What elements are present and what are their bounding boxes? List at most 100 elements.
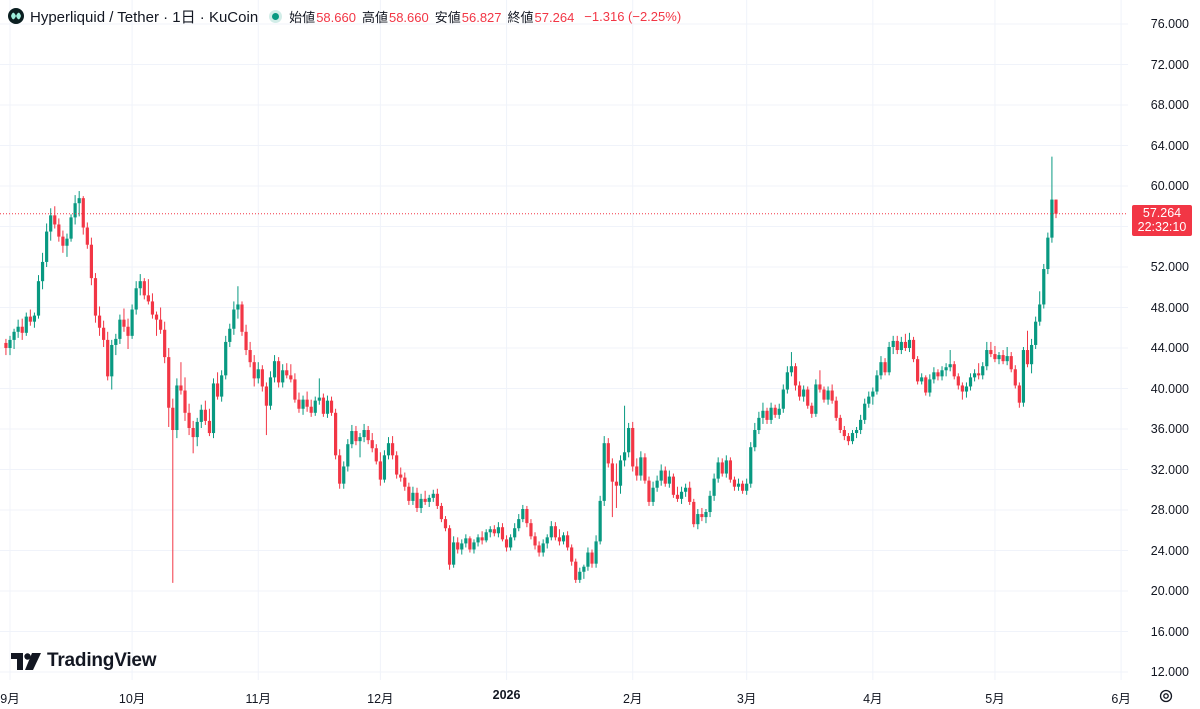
candle[interactable] xyxy=(635,458,639,481)
candle[interactable] xyxy=(171,398,175,583)
candle[interactable] xyxy=(268,371,273,410)
candle[interactable] xyxy=(492,525,496,537)
candle[interactable] xyxy=(728,457,732,483)
candle[interactable] xyxy=(69,214,73,242)
candle[interactable] xyxy=(317,378,321,405)
candle[interactable] xyxy=(211,378,216,439)
candle[interactable] xyxy=(110,339,114,390)
candle[interactable] xyxy=(175,378,179,439)
candle[interactable] xyxy=(513,523,517,541)
candle[interactable] xyxy=(85,222,89,249)
candle[interactable] xyxy=(240,301,244,336)
candle[interactable] xyxy=(224,335,228,380)
candle[interactable] xyxy=(407,482,411,505)
candle[interactable] xyxy=(854,426,859,439)
candle[interactable] xyxy=(36,275,41,319)
candle[interactable] xyxy=(154,311,159,336)
candle[interactable] xyxy=(452,536,456,568)
tradingview-logo[interactable]: TradingView xyxy=(11,650,157,672)
candle[interactable] xyxy=(802,385,806,402)
candle[interactable] xyxy=(769,402,773,424)
candle[interactable] xyxy=(390,436,395,460)
candle[interactable] xyxy=(846,433,851,446)
candle[interactable] xyxy=(260,365,264,392)
candle[interactable] xyxy=(977,363,981,380)
candle[interactable] xyxy=(167,348,171,427)
candle[interactable] xyxy=(334,408,338,460)
candle[interactable] xyxy=(964,382,969,398)
candle[interactable] xyxy=(203,400,207,425)
candle[interactable] xyxy=(891,335,895,355)
candle[interactable] xyxy=(968,373,973,391)
candle[interactable] xyxy=(553,522,557,541)
candle[interactable] xyxy=(659,464,663,486)
candle[interactable] xyxy=(993,345,997,363)
candle[interactable] xyxy=(325,395,330,418)
candle[interactable] xyxy=(195,417,199,447)
candle[interactable] xyxy=(150,293,155,319)
candle[interactable] xyxy=(484,529,488,543)
candle[interactable] xyxy=(277,357,281,388)
candle[interactable] xyxy=(586,547,590,571)
candle[interactable] xyxy=(236,286,240,319)
candle[interactable] xyxy=(1050,156,1054,243)
candle[interactable] xyxy=(427,494,431,507)
candle[interactable] xyxy=(830,384,834,404)
candle[interactable] xyxy=(346,439,350,472)
candle[interactable] xyxy=(598,495,602,545)
candle[interactable] xyxy=(4,338,8,356)
candle[interactable] xyxy=(720,458,724,477)
candle[interactable] xyxy=(627,422,631,458)
candle[interactable] xyxy=(403,472,407,491)
candle[interactable] xyxy=(313,396,317,416)
candle[interactable] xyxy=(785,366,789,394)
candle[interactable] xyxy=(1054,199,1058,219)
candle[interactable] xyxy=(806,386,810,409)
candle[interactable] xyxy=(358,433,362,458)
candle[interactable] xyxy=(753,422,757,452)
candle[interactable] xyxy=(517,514,521,532)
candle[interactable] xyxy=(1046,232,1050,275)
candle[interactable] xyxy=(647,476,651,506)
candle[interactable] xyxy=(761,402,765,424)
candle[interactable] xyxy=(582,564,586,579)
candle[interactable] xyxy=(741,480,745,494)
candle[interactable] xyxy=(49,208,53,241)
candle[interactable] xyxy=(618,455,623,494)
candle[interactable] xyxy=(366,425,370,445)
candle[interactable] xyxy=(370,433,374,453)
candle[interactable] xyxy=(960,382,964,400)
candle[interactable] xyxy=(126,318,130,350)
candle[interactable] xyxy=(578,567,582,583)
candle[interactable] xyxy=(1009,352,1013,373)
candle[interactable] xyxy=(712,473,716,501)
candle[interactable] xyxy=(24,312,28,336)
candle[interactable] xyxy=(561,532,566,545)
candle[interactable] xyxy=(77,191,81,217)
candle[interactable] xyxy=(928,374,932,397)
candle[interactable] xyxy=(500,523,505,542)
candle[interactable] xyxy=(248,341,252,368)
candle[interactable] xyxy=(614,463,619,508)
candle[interactable] xyxy=(285,363,289,379)
candle[interactable] xyxy=(289,364,293,383)
candle[interactable] xyxy=(639,451,643,481)
candle[interactable] xyxy=(818,370,822,393)
candle[interactable] xyxy=(122,308,126,332)
candle[interactable] xyxy=(732,476,737,491)
candle[interactable] xyxy=(395,451,399,479)
candle[interactable] xyxy=(464,534,468,548)
candle[interactable] xyxy=(651,481,655,506)
candle[interactable] xyxy=(179,362,183,395)
candle[interactable] xyxy=(700,507,704,522)
candle[interactable] xyxy=(1001,350,1005,365)
candle[interactable] xyxy=(911,336,916,363)
candle[interactable] xyxy=(948,350,952,372)
candle[interactable] xyxy=(146,279,150,305)
candle[interactable] xyxy=(415,487,419,513)
candle[interactable] xyxy=(757,411,761,435)
candle[interactable] xyxy=(309,399,313,417)
candle[interactable] xyxy=(256,362,260,384)
candle[interactable] xyxy=(187,403,191,436)
